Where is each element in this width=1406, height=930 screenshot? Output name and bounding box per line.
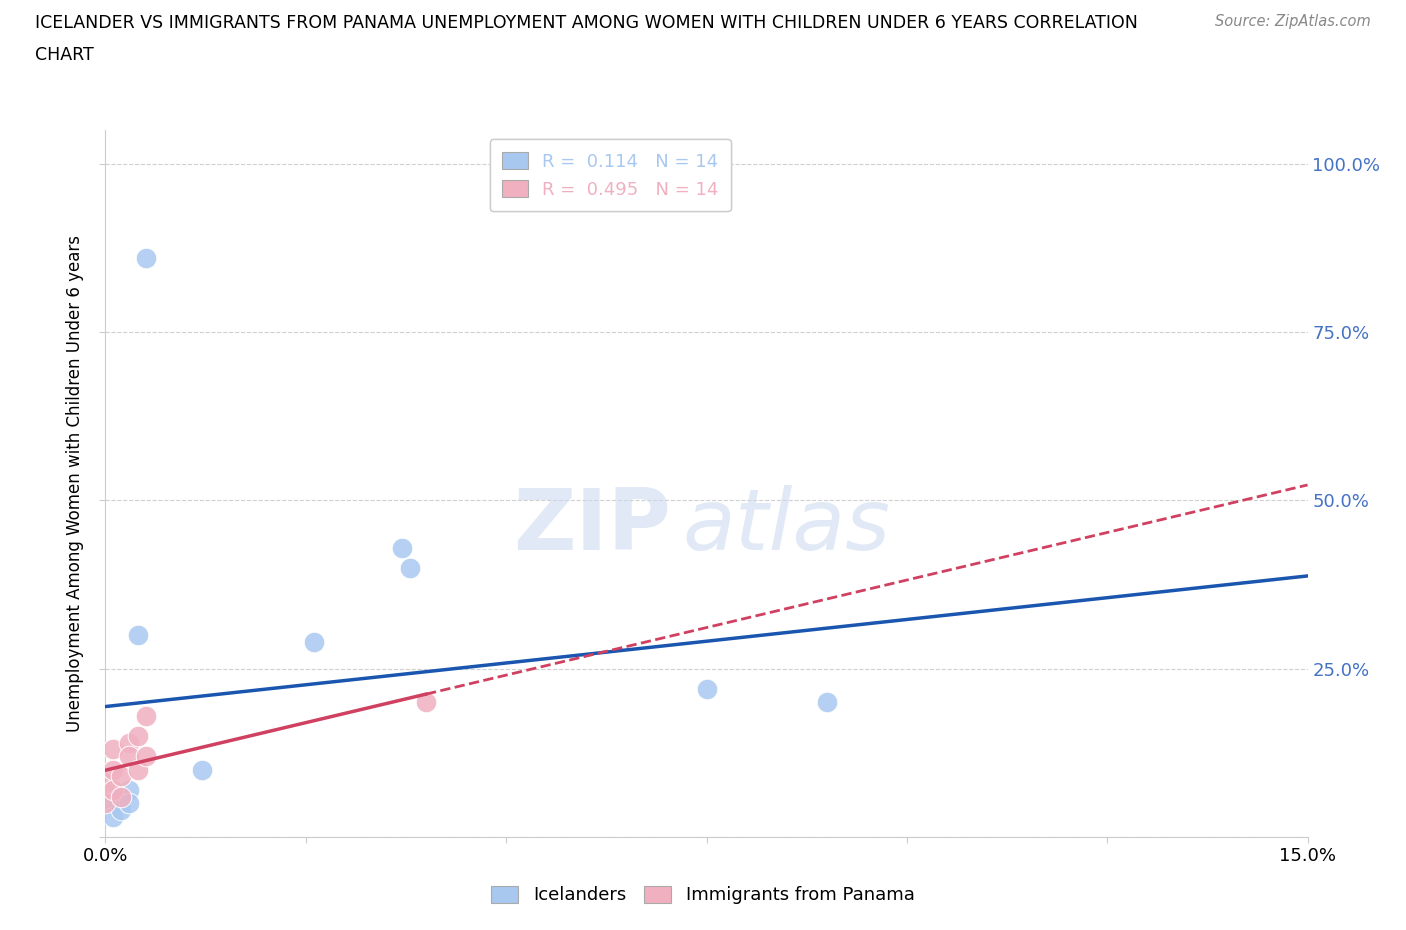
Point xyxy=(94,776,117,790)
Point xyxy=(135,749,157,764)
Point xyxy=(127,628,149,643)
Point xyxy=(118,782,141,797)
Point xyxy=(118,749,141,764)
Point xyxy=(127,728,149,743)
Point xyxy=(103,742,125,757)
Text: CHART: CHART xyxy=(35,46,94,64)
Text: Source: ZipAtlas.com: Source: ZipAtlas.com xyxy=(1215,14,1371,29)
Point xyxy=(135,709,157,724)
Point xyxy=(135,251,157,266)
Text: atlas: atlas xyxy=(682,485,890,567)
Text: ZIP: ZIP xyxy=(513,485,671,567)
Point xyxy=(110,790,132,804)
Point xyxy=(190,763,212,777)
Point xyxy=(399,560,422,575)
Legend: R =  0.114   N = 14, R =  0.495   N = 14: R = 0.114 N = 14, R = 0.495 N = 14 xyxy=(489,140,731,211)
Y-axis label: Unemployment Among Women with Children Under 6 years: Unemployment Among Women with Children U… xyxy=(66,235,84,732)
Point xyxy=(110,803,132,817)
Point xyxy=(103,809,125,824)
Legend: Icelanders, Immigrants from Panama: Icelanders, Immigrants from Panama xyxy=(484,879,922,911)
Point xyxy=(118,796,141,811)
Point xyxy=(118,736,141,751)
Point xyxy=(696,682,718,697)
Point xyxy=(103,782,125,797)
Point xyxy=(103,796,125,811)
Point xyxy=(415,695,437,710)
Point xyxy=(110,790,132,804)
Point xyxy=(94,796,117,811)
Text: ICELANDER VS IMMIGRANTS FROM PANAMA UNEMPLOYMENT AMONG WOMEN WITH CHILDREN UNDER: ICELANDER VS IMMIGRANTS FROM PANAMA UNEM… xyxy=(35,14,1137,32)
Point xyxy=(391,540,413,555)
Point xyxy=(110,769,132,784)
Point xyxy=(103,763,125,777)
Point xyxy=(302,634,325,649)
Point xyxy=(127,763,149,777)
Point xyxy=(815,695,838,710)
